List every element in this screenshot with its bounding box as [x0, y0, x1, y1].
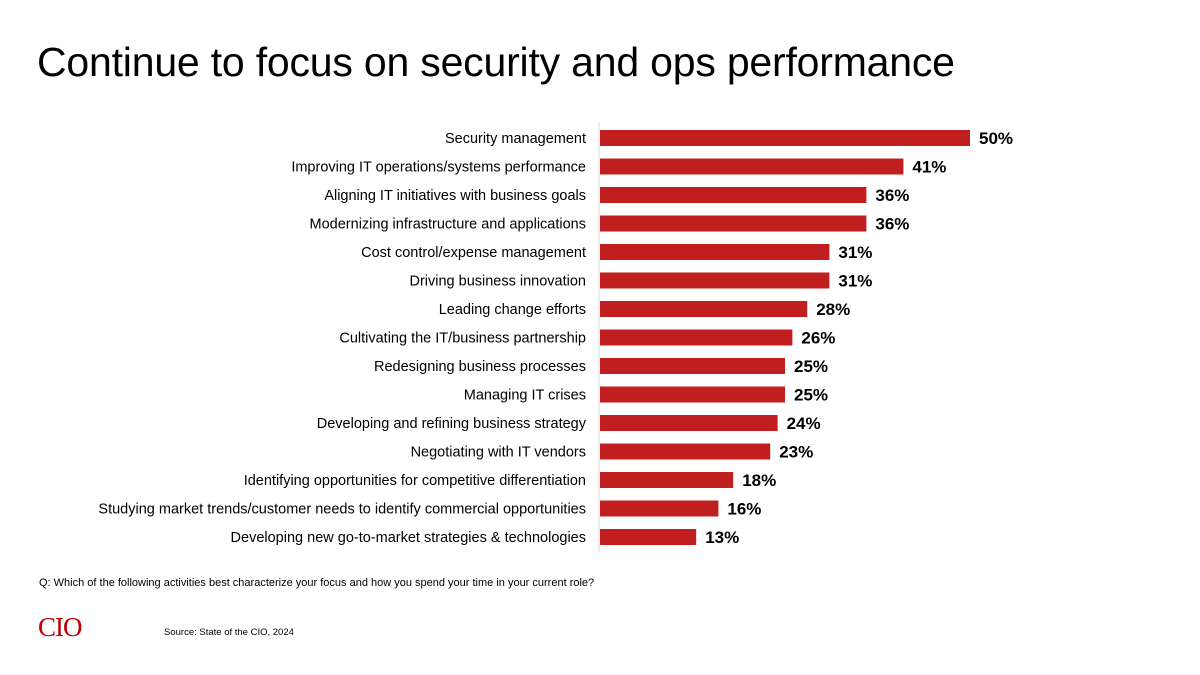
survey-question: Q: Which of the following activities bes… [39, 577, 595, 589]
bar [600, 272, 830, 289]
category-label: Cultivating the IT/business partnership [339, 331, 586, 347]
value-label: 13% [705, 528, 739, 547]
bar [600, 500, 719, 517]
category-label: Modernizing infrastructure and applicati… [310, 217, 586, 233]
category-label: Developing and refining business strateg… [317, 416, 587, 432]
category-label: Developing new go-to-market strategies &… [231, 530, 586, 546]
slide-title: Continue to focus on security and ops pe… [37, 39, 955, 85]
value-label: 31% [838, 272, 872, 291]
category-label: Aligning IT initiatives with business go… [324, 188, 586, 204]
category-label: Cost control/expense management [361, 245, 586, 261]
bar [600, 187, 867, 203]
value-label: 31% [838, 243, 872, 262]
category-label: Identifying opportunities for competitiv… [244, 473, 586, 489]
bar [600, 358, 785, 374]
source-note: Source: State of the CIO, 2024 [164, 627, 294, 638]
value-label: 23% [779, 443, 813, 462]
value-label: 18% [742, 471, 776, 490]
bar [600, 215, 867, 232]
value-label: 50% [979, 129, 1013, 148]
cio-logo: CIO [38, 612, 82, 642]
value-label: 36% [875, 215, 909, 234]
value-label: 25% [794, 357, 828, 376]
category-label: Redesigning business processes [374, 359, 586, 375]
value-label: 41% [912, 158, 946, 177]
category-label: Leading change efforts [439, 302, 586, 318]
bar [600, 415, 778, 431]
category-label: Managing IT crises [464, 388, 586, 404]
value-label: 16% [727, 500, 761, 519]
value-label: 26% [801, 329, 835, 348]
category-label: Negotiating with IT vendors [411, 445, 586, 461]
value-label: 24% [787, 414, 821, 433]
bar [600, 301, 808, 317]
category-label: Security management [445, 131, 586, 147]
value-label: 36% [875, 186, 909, 205]
category-label: Studying market trends/customer needs to… [98, 502, 586, 518]
value-label: 25% [794, 386, 828, 405]
bar [600, 443, 771, 460]
bar [600, 130, 970, 146]
bar [600, 158, 904, 175]
category-label: Driving business innovation [409, 274, 586, 290]
bar [600, 244, 830, 260]
bar [600, 329, 793, 346]
value-label: 28% [816, 300, 850, 319]
bar [600, 472, 734, 488]
bar [600, 529, 697, 545]
category-label: Improving IT operations/systems performa… [291, 160, 586, 176]
bar [600, 386, 785, 403]
